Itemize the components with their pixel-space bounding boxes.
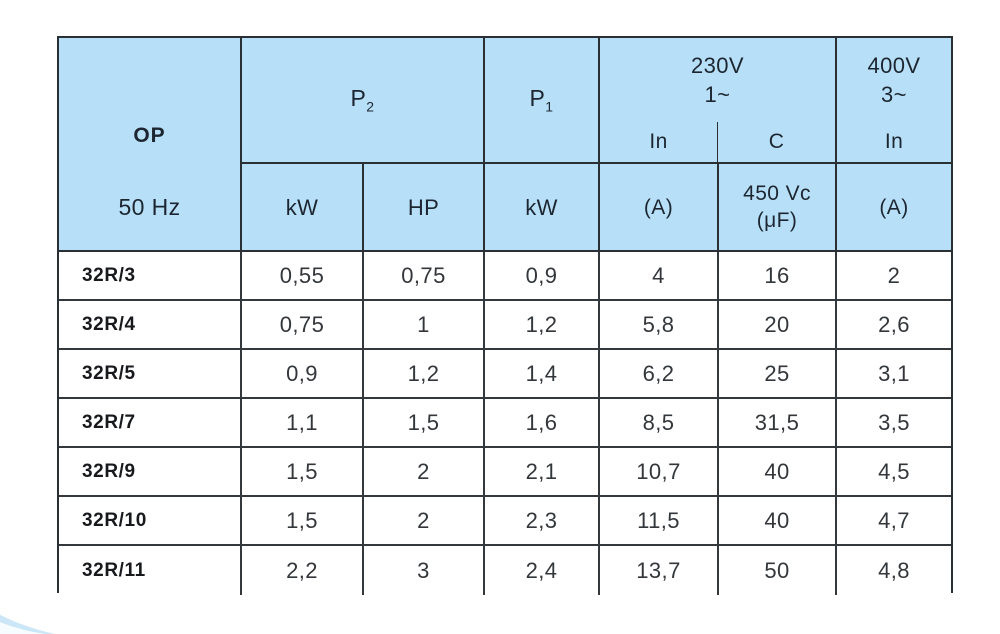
value-cell: 11,5 bbox=[600, 497, 719, 544]
c-230-label: C bbox=[717, 122, 835, 162]
in-400-label: In bbox=[884, 130, 904, 153]
value-cell: 4,8 bbox=[878, 557, 910, 583]
value-cell: 2,2 bbox=[242, 546, 364, 595]
value-cell: 20 bbox=[719, 301, 837, 348]
model-cell: 32R/10 bbox=[59, 497, 242, 544]
value-cell: 6,2 bbox=[600, 350, 719, 397]
table-row: 32R/5 0,9 1,2 1,4 6,2 25 3,1 bbox=[59, 350, 951, 399]
model-cell: 32R/9 bbox=[59, 448, 242, 495]
table-row: 32R/11 2,2 3 2,4 13,7 50 4,8 bbox=[59, 546, 951, 595]
header-group-p1: P1 bbox=[485, 38, 600, 162]
unit-p2-hp: HP bbox=[364, 164, 485, 250]
value-cell: 0,9 bbox=[242, 350, 364, 397]
header-units-row: kW HP kW (A) 450 Vc (μF) (A) bbox=[242, 164, 951, 250]
value-cell: 40 bbox=[719, 497, 837, 544]
value-cell: 1,2 bbox=[364, 350, 485, 397]
value-cell: 4,7 bbox=[878, 507, 910, 533]
value-cell: 1,5 bbox=[242, 448, 364, 495]
table-header: OP 50 Hz P2 P1 230V 1~ bbox=[59, 38, 951, 252]
p2-label: P2 bbox=[350, 85, 375, 115]
corner-frequency: 50 Hz bbox=[118, 194, 181, 220]
wave-decoration-icon bbox=[0, 614, 55, 634]
value-cell: 4,5 bbox=[878, 458, 910, 484]
model-cell: 32R/5 bbox=[59, 350, 242, 397]
400v-subheader-row: In bbox=[837, 122, 951, 162]
header-group-p2: P2 bbox=[242, 38, 485, 162]
value-cell: 1,6 bbox=[485, 399, 600, 446]
header-group-230v: 230V 1~ In C bbox=[600, 38, 837, 162]
value-cell: 40 bbox=[719, 448, 837, 495]
corner-title: OP bbox=[133, 124, 166, 147]
value-cell: 3,5 bbox=[878, 409, 910, 435]
header-group-row: P2 P1 230V 1~ In C bbox=[242, 38, 951, 164]
value-cell: 25 bbox=[719, 350, 837, 397]
model-cell: 32R/7 bbox=[59, 399, 242, 446]
value-cell: 2,4 bbox=[485, 546, 600, 595]
table-row: 32R/7 1,1 1,5 1,6 8,5 31,5 3,5 bbox=[59, 399, 951, 448]
table-row: 32R/3 0,55 0,75 0,9 4 16 2 bbox=[59, 252, 951, 301]
voltage-400-label: 400V 3~ bbox=[867, 53, 921, 107]
value-cell: 0,9 bbox=[485, 252, 600, 299]
in-230-label: In bbox=[649, 130, 668, 153]
model-cell: 32R/4 bbox=[59, 301, 242, 348]
unit-p2-kw: kW bbox=[242, 164, 364, 250]
table-body: 32R/3 0,55 0,75 0,9 4 16 2 32R/4 0,75 1 … bbox=[59, 252, 951, 595]
value-cell: 2,1 bbox=[485, 448, 600, 495]
table-row: 32R/4 0,75 1 1,2 5,8 20 2,6 bbox=[59, 301, 951, 350]
value-cell: 0,75 bbox=[242, 301, 364, 348]
value-cell: 2 bbox=[364, 497, 485, 544]
value-cell: 1 bbox=[364, 301, 485, 348]
value-cell: 0,55 bbox=[242, 252, 364, 299]
spec-table: OP 50 Hz P2 P1 230V 1~ bbox=[57, 36, 953, 595]
value-cell: 5,8 bbox=[600, 301, 719, 348]
header-corner-cell: OP 50 Hz bbox=[59, 38, 242, 250]
value-cell: 3,1 bbox=[878, 360, 910, 386]
value-cell: 2,3 bbox=[485, 497, 600, 544]
p1-label: P1 bbox=[529, 85, 554, 115]
model-cell: 32R/3 bbox=[59, 252, 242, 299]
value-cell: 2 bbox=[887, 262, 901, 288]
unit-capacitor: 450 Vc (μF) bbox=[719, 164, 837, 250]
value-cell: 3 bbox=[364, 546, 485, 595]
voltage-230-label: 230V 1~ bbox=[691, 53, 744, 107]
header-columns: P2 P1 230V 1~ In C bbox=[242, 38, 951, 250]
230v-subheader-row: In C bbox=[600, 122, 835, 162]
model-cell: 32R/11 bbox=[59, 546, 242, 595]
value-cell: 2 bbox=[364, 448, 485, 495]
header-group-400v: 400V 3~ In bbox=[837, 38, 951, 162]
value-cell: 2,6 bbox=[878, 311, 910, 337]
value-cell: 1,1 bbox=[242, 399, 364, 446]
table-row: 32R/10 1,5 2 2,3 11,5 40 4,7 bbox=[59, 497, 951, 546]
value-cell: 1,2 bbox=[485, 301, 600, 348]
unit-p1-kw: kW bbox=[485, 164, 600, 250]
unit-in230-a: (A) bbox=[600, 164, 719, 250]
value-cell: 1,5 bbox=[364, 399, 485, 446]
value-cell: 13,7 bbox=[600, 546, 719, 595]
value-cell: 10,7 bbox=[600, 448, 719, 495]
value-cell: 1,4 bbox=[485, 350, 600, 397]
value-cell: 8,5 bbox=[600, 399, 719, 446]
unit-in400-a: (A) bbox=[879, 195, 909, 219]
value-cell: 1,5 bbox=[242, 497, 364, 544]
value-cell: 16 bbox=[719, 252, 837, 299]
value-cell: 4 bbox=[600, 252, 719, 299]
value-cell: 0,75 bbox=[364, 252, 485, 299]
value-cell: 31,5 bbox=[719, 399, 837, 446]
table-row: 32R/9 1,5 2 2,1 10,7 40 4,5 bbox=[59, 448, 951, 497]
value-cell: 50 bbox=[719, 546, 837, 595]
